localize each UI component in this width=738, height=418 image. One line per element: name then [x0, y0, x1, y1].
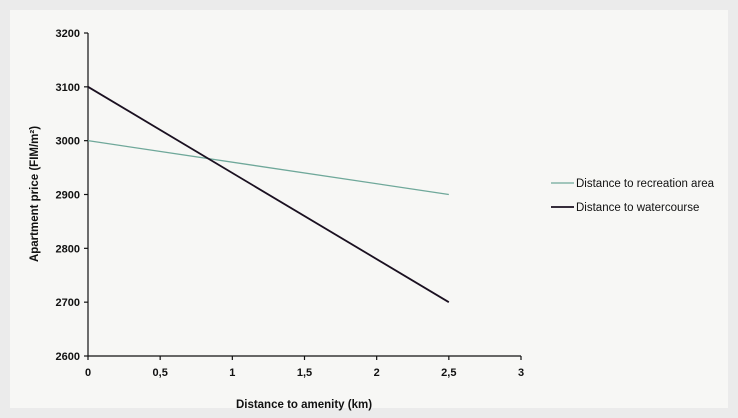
y-axis-title: Apartment price (FIM/m²)	[29, 126, 41, 262]
x-tick-label: 2	[374, 367, 380, 379]
x-tick-label: 2,5	[441, 367, 456, 379]
x-tick-label: 1,5	[297, 367, 312, 379]
y-ticks: 2600 2700 2800 2900 3000 3100 3200	[56, 28, 88, 363]
x-tick-label: 1	[229, 367, 235, 379]
y-tick-label: 2800	[56, 243, 80, 255]
x-ticks: 0 0,5 1 1,5 2 2,5 3	[85, 356, 524, 379]
y-tick-label: 2900	[56, 190, 80, 202]
y-tick-label: 2600	[56, 351, 80, 363]
y-tick-label: 2700	[56, 297, 80, 309]
x-tick-label: 0	[85, 367, 91, 379]
y-tick-label: 3000	[56, 136, 80, 148]
y-tick-label: 3200	[56, 28, 80, 40]
x-tick-label: 0,5	[153, 367, 168, 379]
series-line-2	[87, 86, 450, 303]
legend-label: Distance to recreation area	[576, 178, 715, 190]
legend: Distance to recreation area Distance to w…	[551, 178, 715, 214]
series-lines	[87, 86, 450, 303]
x-axis-title: Distance to amenity (km)	[236, 399, 372, 411]
plot-panel	[10, 10, 728, 408]
y-tick-label: 3100	[56, 82, 80, 94]
legend-label: Distance to watercourse	[576, 202, 699, 214]
x-tick-label: 3	[518, 367, 524, 379]
series-line-1	[87, 140, 449, 196]
